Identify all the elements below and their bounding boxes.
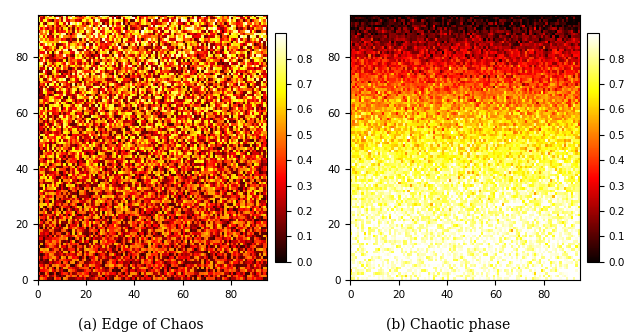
Text: (b) Chaotic phase: (b) Chaotic phase [386,317,510,332]
Text: (a) Edge of Chaos: (a) Edge of Chaos [78,317,204,332]
